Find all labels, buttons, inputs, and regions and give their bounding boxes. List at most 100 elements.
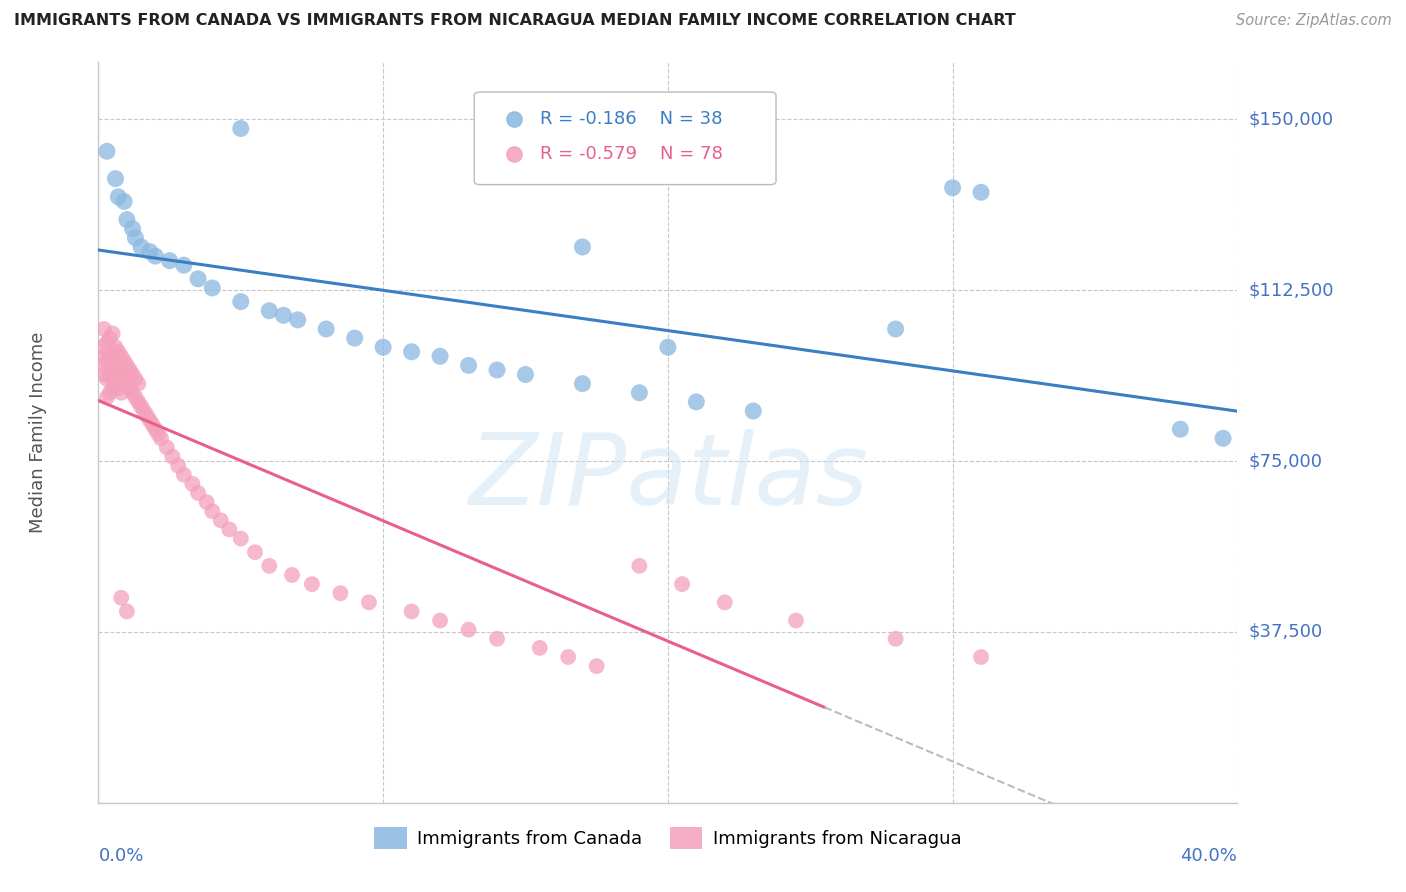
Point <box>129 400 152 414</box>
Point <box>121 385 143 400</box>
Point <box>135 409 157 423</box>
Point <box>104 340 127 354</box>
Point <box>96 145 118 159</box>
Point <box>141 417 163 432</box>
Point <box>315 322 337 336</box>
Text: IMMIGRANTS FROM CANADA VS IMMIGRANTS FROM NICARAGUA MEDIAN FAMILY INCOME CORRELA: IMMIGRANTS FROM CANADA VS IMMIGRANTS FRO… <box>14 13 1015 29</box>
Point <box>181 476 204 491</box>
Point <box>571 376 593 391</box>
Point <box>104 376 127 391</box>
Point <box>401 344 423 359</box>
Point <box>107 363 129 377</box>
Point <box>457 623 479 637</box>
Point <box>259 558 281 573</box>
Point <box>557 650 579 665</box>
Point <box>90 359 112 373</box>
Text: Median Family Income: Median Family Income <box>30 332 48 533</box>
Point <box>273 308 295 322</box>
Point <box>104 171 127 186</box>
Point <box>115 604 138 618</box>
Point <box>124 231 146 245</box>
Point <box>93 368 115 382</box>
Text: 40.0%: 40.0% <box>1181 847 1237 865</box>
Point <box>187 272 209 286</box>
Point <box>884 632 907 646</box>
Point <box>101 381 124 395</box>
Point <box>167 458 190 473</box>
Point <box>628 558 651 573</box>
FancyBboxPatch shape <box>474 92 776 185</box>
Point <box>195 495 218 509</box>
Point <box>107 190 129 204</box>
Point <box>112 372 135 386</box>
Point <box>429 614 451 628</box>
Point <box>970 186 993 200</box>
Point <box>93 322 115 336</box>
Point <box>373 340 395 354</box>
Point <box>115 359 138 373</box>
Point <box>127 376 149 391</box>
Point <box>107 381 129 395</box>
Point <box>115 376 138 391</box>
Text: $37,500: $37,500 <box>1249 623 1323 641</box>
Point <box>148 426 170 441</box>
Point <box>162 450 184 464</box>
Point <box>98 331 121 345</box>
Point <box>486 632 509 646</box>
Point <box>127 395 149 409</box>
Point <box>685 395 707 409</box>
Point <box>132 404 155 418</box>
Point <box>884 322 907 336</box>
Point <box>229 532 252 546</box>
Point <box>138 413 160 427</box>
Point <box>287 313 309 327</box>
Point <box>96 372 118 386</box>
Point <box>201 504 224 518</box>
Point <box>110 385 132 400</box>
Point <box>112 354 135 368</box>
Point <box>742 404 765 418</box>
Point <box>173 258 195 272</box>
Point <box>1212 431 1234 445</box>
Point <box>229 121 252 136</box>
Point <box>110 368 132 382</box>
Point <box>118 381 141 395</box>
Point <box>259 303 281 318</box>
Point <box>357 595 380 609</box>
Point <box>714 595 737 609</box>
Point <box>209 513 232 527</box>
Point <box>145 422 167 436</box>
Point <box>301 577 323 591</box>
Text: ZIPatlas: ZIPatlas <box>468 428 868 525</box>
Point <box>401 604 423 618</box>
Point <box>343 331 366 345</box>
Point <box>229 294 252 309</box>
Point <box>101 326 124 341</box>
Point <box>515 368 537 382</box>
Point <box>585 659 607 673</box>
Point <box>187 486 209 500</box>
Point <box>429 349 451 363</box>
Point <box>98 385 121 400</box>
Legend: Immigrants from Canada, Immigrants from Nicaragua: Immigrants from Canada, Immigrants from … <box>367 821 969 856</box>
Point <box>93 349 115 363</box>
Point <box>121 368 143 382</box>
Point <box>218 523 240 537</box>
Point <box>110 349 132 363</box>
Point <box>145 249 167 263</box>
Point <box>1170 422 1192 436</box>
Point <box>118 363 141 377</box>
Point <box>96 390 118 404</box>
Point <box>156 441 179 455</box>
Point <box>98 349 121 363</box>
Point <box>329 586 352 600</box>
Text: R = -0.186    N = 38: R = -0.186 N = 38 <box>540 111 723 128</box>
Point <box>457 359 479 373</box>
Point <box>671 577 693 591</box>
Point <box>96 335 118 350</box>
Point <box>101 344 124 359</box>
Text: Source: ZipAtlas.com: Source: ZipAtlas.com <box>1236 13 1392 29</box>
Point <box>124 390 146 404</box>
Point <box>107 344 129 359</box>
Text: 0.0%: 0.0% <box>98 847 143 865</box>
